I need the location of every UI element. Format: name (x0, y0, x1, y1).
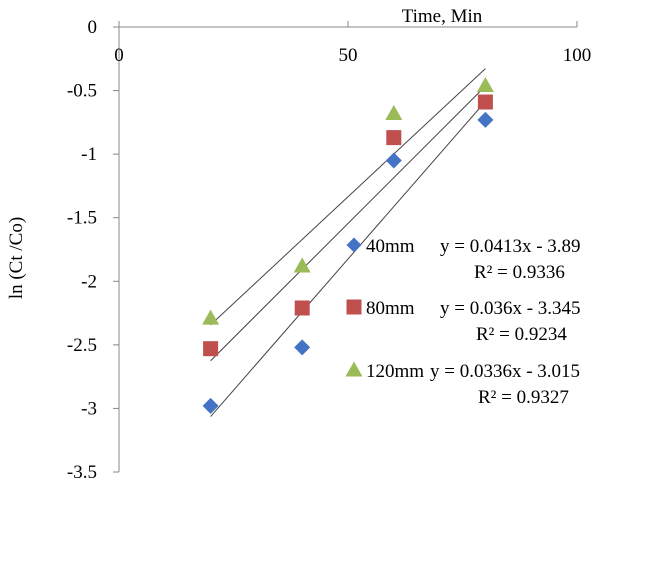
y-tick-label: 0 (88, 17, 98, 38)
y-axis-title: ln (Ct /Co) (6, 217, 27, 299)
legend-label-40mm: 40mm (366, 236, 415, 257)
x-axis-title: Time, Min (402, 6, 483, 27)
trendline-40mm (210, 101, 486, 417)
y-tick-label: -0.5 (67, 81, 97, 102)
data-point-80mm (203, 341, 219, 357)
legend-label-80mm: 80mm (366, 298, 415, 319)
equation-120mm: y = 0.0336x - 3.015 (430, 361, 580, 382)
data-point-120mm (385, 104, 403, 120)
legend-marker-80mm (346, 299, 362, 315)
r-squared-120mm: R² = 0.9327 (478, 387, 569, 408)
y-tick-label: -1 (81, 144, 97, 165)
axes: 0 50 100 0 -0.5 -1 -1.5 -2 -2.5 -3 -3.5 (67, 17, 591, 483)
y-tick-label: -2.5 (67, 335, 97, 356)
data-point-80mm (386, 130, 402, 146)
y-tick-label: -1.5 (67, 208, 97, 229)
data-point-40mm (477, 111, 494, 128)
trendline-80mm (210, 85, 486, 362)
equation-80mm: y = 0.036x - 3.345 (440, 298, 581, 319)
legend: 40mm y = 0.0413x - 3.89 R² = 0.9336 80mm y =… (345, 236, 581, 408)
trendline-120mm (210, 68, 486, 326)
data-point-80mm (294, 300, 310, 316)
y-tick-label: -2 (81, 271, 97, 292)
y-tick-label: -3.5 (67, 462, 97, 483)
r-squared-40mm: R² = 0.9336 (474, 262, 565, 283)
x-tick-label: 50 (339, 45, 358, 66)
x-tick-label: 0 (114, 45, 124, 66)
data-point-40mm (202, 397, 219, 414)
legend-label-120mm: 120mm (366, 361, 424, 382)
equation-40mm: y = 0.0413x - 3.89 (440, 236, 581, 257)
x-tick-label: 100 (563, 45, 592, 66)
y-tick-label: -3 (81, 398, 97, 419)
data-points (202, 76, 494, 414)
legend-marker-40mm (346, 237, 362, 253)
r-squared-80mm: R² = 0.9234 (476, 324, 567, 345)
data-point-120mm (202, 309, 220, 325)
trendlines (210, 68, 486, 417)
data-point-80mm (477, 94, 493, 110)
data-point-40mm (385, 152, 402, 169)
data-point-40mm (294, 339, 311, 356)
legend-marker-120mm (345, 361, 363, 377)
data-point-120mm (293, 257, 311, 273)
data-point-120mm (476, 76, 494, 92)
